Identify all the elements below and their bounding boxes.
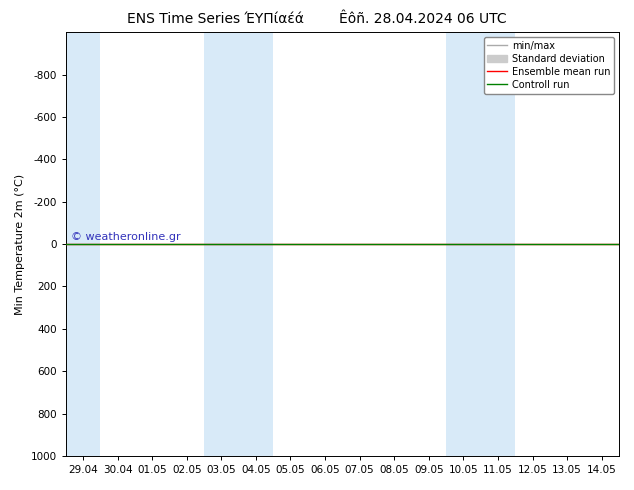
Bar <box>66 32 100 456</box>
Bar <box>481 32 515 456</box>
Text: © weatheronline.gr: © weatheronline.gr <box>71 232 181 242</box>
Bar <box>446 32 481 456</box>
Bar <box>238 32 273 456</box>
Y-axis label: Min Temperature 2m (°C): Min Temperature 2m (°C) <box>15 173 25 315</box>
Text: ENS Time Series ΈΥΠίαέά        Êôñ. 28.04.2024 06 UTC: ENS Time Series ΈΥΠίαέά Êôñ. 28.04.2024 … <box>127 12 507 26</box>
Bar <box>204 32 238 456</box>
Legend: min/max, Standard deviation, Ensemble mean run, Controll run: min/max, Standard deviation, Ensemble me… <box>484 37 614 94</box>
